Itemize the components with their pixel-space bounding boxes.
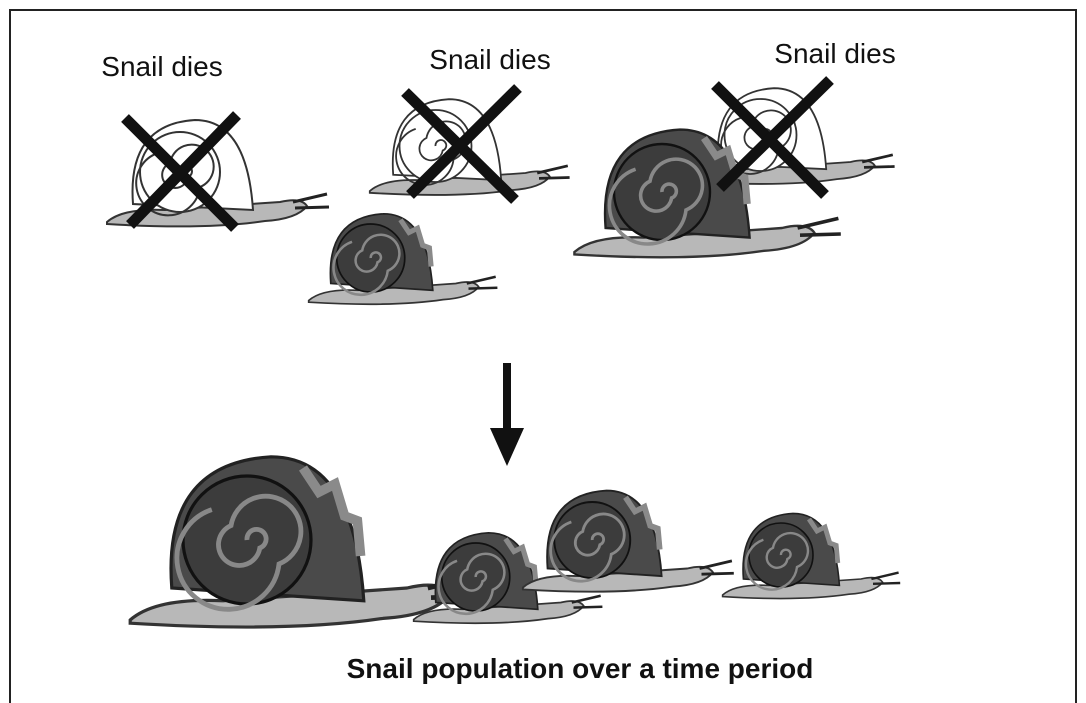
- snail: [523, 491, 734, 592]
- diagram: Snail dies Snail dies Snail dies Snail p…: [0, 0, 1086, 703]
- snail: [130, 457, 485, 627]
- caption: Snail population over a time period: [347, 653, 814, 684]
- snail: [309, 214, 498, 304]
- arrow: [490, 363, 524, 466]
- label: Snail dies: [429, 44, 550, 75]
- page: Snail dies Snail dies Snail dies Snail p…: [0, 0, 1086, 703]
- frame: [10, 10, 1076, 703]
- label: Snail dies: [101, 51, 222, 82]
- label: Snail dies: [774, 38, 895, 69]
- snail: [723, 513, 901, 598]
- dead-snail: [370, 99, 570, 195]
